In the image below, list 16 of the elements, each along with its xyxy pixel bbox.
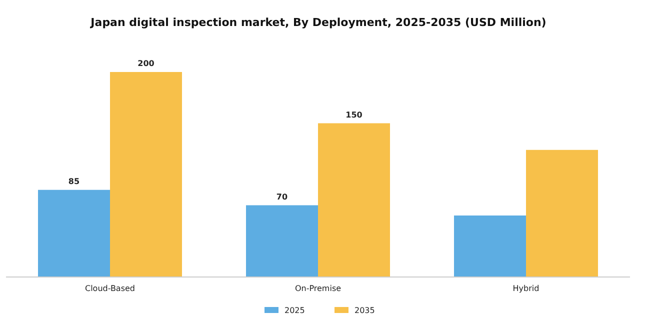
data-label: 85 [68, 176, 80, 186]
legend-label: 2025 [284, 306, 305, 315]
bar [38, 190, 110, 277]
x-tick-label: Hybrid [512, 284, 540, 293]
data-label: 150 [346, 110, 363, 120]
chart-title: Japan digital inspection market, By Deployment, 2025-2035 (USD Million) [90, 16, 546, 29]
bar [318, 123, 390, 277]
data-label: 70 [276, 192, 288, 202]
bar [246, 205, 318, 277]
x-tick-label: Cloud-Based [84, 284, 136, 293]
legend-label: 2035 [354, 306, 375, 315]
bar [526, 150, 598, 277]
bar [110, 72, 182, 277]
data-label: 200 [138, 59, 155, 68]
bar [454, 216, 526, 277]
x-tick-label: On-Premise [294, 284, 342, 293]
